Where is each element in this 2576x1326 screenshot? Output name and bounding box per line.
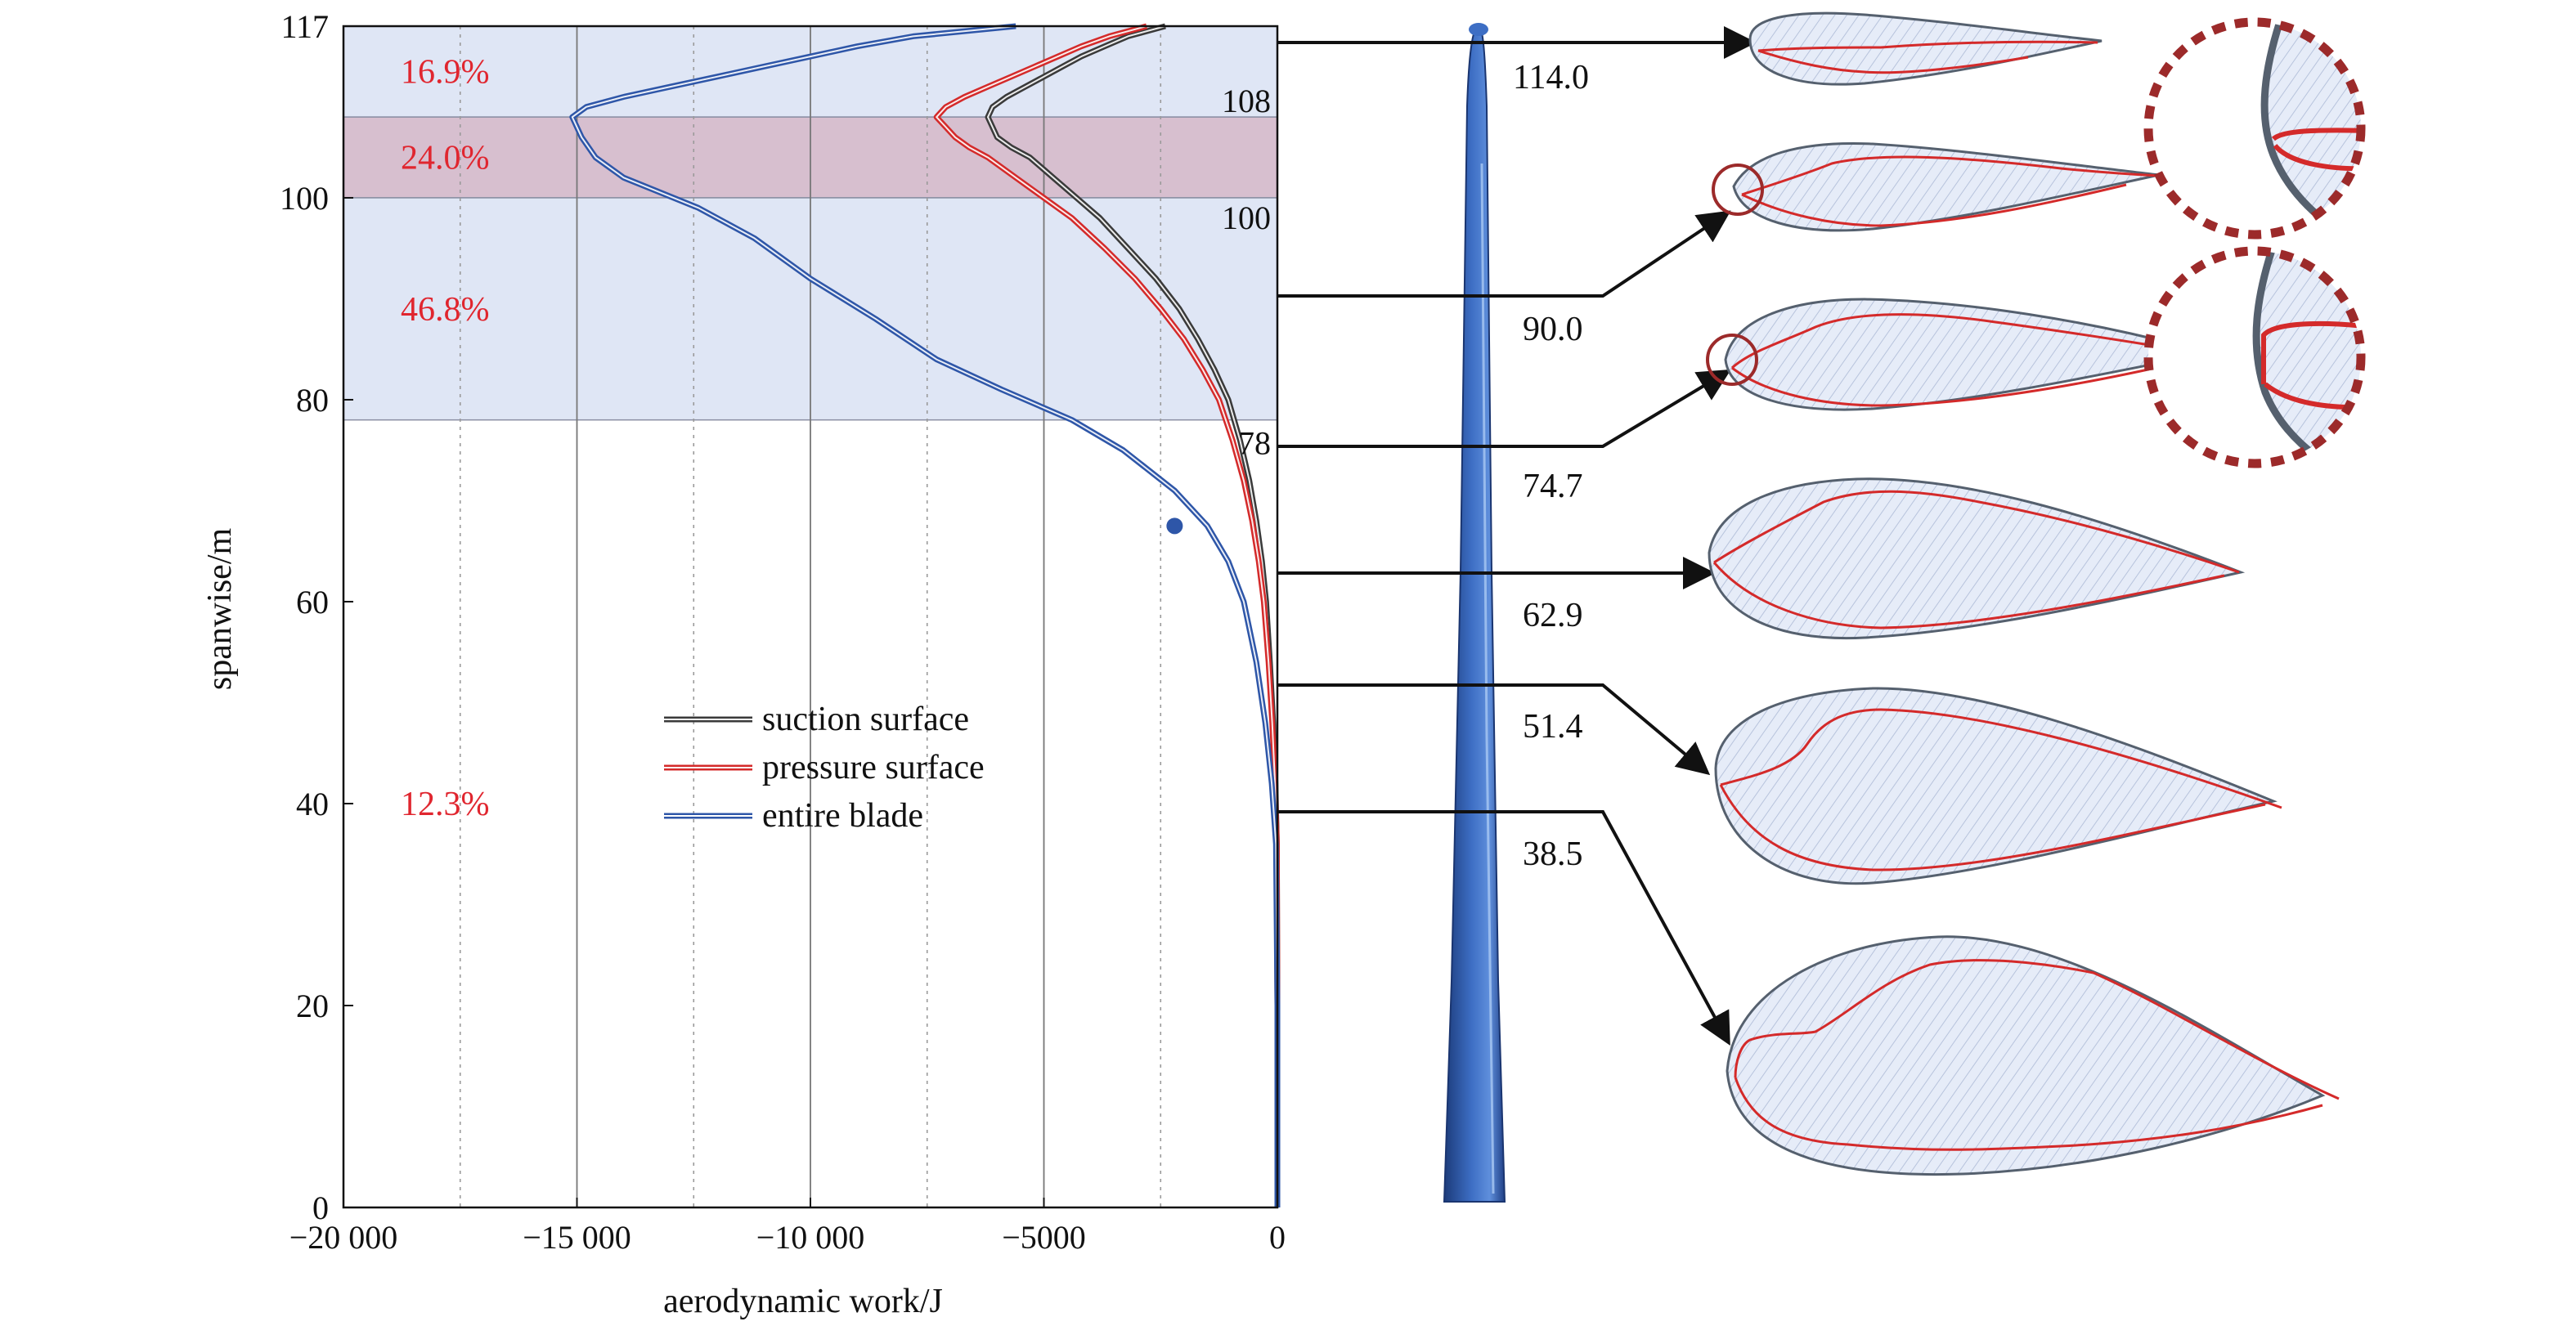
leading-edge-zoom-1 [2143,17,2366,240]
y-tick-label: 40 [296,786,329,822]
section-label-74-7: 74.7 [1523,468,1583,505]
leading-edge-focus-circle [1706,334,1758,386]
airfoil-original-outline [1726,935,2326,1176]
band-percent-label: 24.0% [401,140,490,177]
legend-item-entire-blade: entire blade [664,797,923,835]
airfoil-section-38-5 [1726,935,2340,1176]
band-boundary-labels: 108 100 78 [1222,83,1271,462]
legend-item-pressure-surface: pressure surface [664,749,985,786]
y-tick-label: 60 [296,584,329,620]
airfoil-deformed-outline [1741,155,2160,227]
y-axis-ticks: 0 20 40 60 80 100 117 [280,8,353,1226]
series-lines [569,23,1281,1207]
section-label-90: 90.0 [1523,311,1583,348]
legend-label-suction-surface: suction surface [762,701,969,738]
legend: suction surface pressure surface entire … [664,701,985,835]
airfoil-section-74-7 [1706,298,2209,411]
highlight-point-marker [1166,517,1183,535]
band-boundary-label: 108 [1222,83,1271,119]
airfoil-original-outline [1732,141,2160,232]
section-label-38-5: 38.5 [1523,835,1583,873]
aerodynamic-work-chart: −20 000 −15 000 −10 000 −5000 0 0 20 40 60 80 100… [201,8,1286,1320]
section-span-labels: 114.0 90.0 74.7 62.9 51.4 38.5 [1513,59,1589,873]
y-tick-label: 80 [296,382,329,419]
x-tick-label: −15 000 [523,1219,631,1256]
blade-highlight [1480,163,1495,1194]
band-percent-labels: 16.9% 24.0% 46.8% 12.3% [401,54,490,823]
leader-line-51-4 [1277,683,1711,776]
x-tick-label: 0 [1269,1219,1286,1256]
leader-line-74-7 [1277,369,1731,448]
airfoil-deformed-outline [1734,959,2340,1151]
airfoil-section-114 [1748,11,2103,86]
y-tick-label: 0 [312,1189,329,1226]
section-label-62-9: 62.9 [1523,597,1583,634]
x-axis-title: aerodynamic work/J [663,1283,943,1320]
y-tick-label: 117 [280,8,329,45]
legend-label-entire-blade: entire blade [762,797,923,835]
airfoil-deformed-outline [1730,313,2209,407]
series-line-inner-pressure-surface [936,25,1278,1207]
y-axis-title: spanwise/m [201,528,239,691]
blade-body [1443,23,1506,1203]
band-percent-label: 12.3% [401,786,490,823]
leader-line-90 [1277,210,1731,298]
blade-tip [1469,23,1488,36]
blade-illustration [1443,23,1506,1203]
section-label-51-4: 51.4 [1523,708,1583,746]
band-percent-label: 46.8% [401,291,490,329]
leading-edge-zoom-2 [2143,246,2366,468]
band-percent-label: 16.9% [401,54,490,92]
airfoil-original-outline [1724,298,2209,411]
x-tick-label: −10 000 [756,1219,865,1256]
airfoil-section-62-9 [1708,477,2246,640]
airfoil-sections [1706,11,2340,1176]
x-tick-label: −20 000 [289,1219,398,1256]
airfoil-deformed-outline [1719,708,2282,871]
x-axis-ticks: −20 000 −15 000 −10 000 −5000 0 [289,1198,1286,1256]
highlight-point [1166,517,1183,535]
band-boundary-label: 78 [1238,425,1271,462]
legend-item-suction-surface: suction surface [664,701,969,738]
y-tick-label: 100 [280,180,329,217]
gridlines [459,26,1162,1207]
zoom-circle-border [2143,17,2366,240]
airfoil-deformed-outline [1712,490,2240,629]
series-line-inner-entire-blade [571,25,1278,1207]
legend-label-pressure-surface: pressure surface [762,749,985,786]
airfoil-original-outline [1708,477,2246,640]
leading-edge-focus-circle [1712,164,1764,216]
band-boundary-label: 100 [1222,199,1271,236]
x-tick-label: −5000 [1002,1219,1086,1256]
airfoil-original-outline [1748,11,2103,86]
section-leader-lines [1277,26,1757,1046]
section-label-114: 114.0 [1513,59,1589,96]
airfoil-section-51-4 [1714,687,2282,885]
airfoil-original-outline [1714,687,2278,885]
leader-line-38-5 [1277,810,1730,1046]
airfoil-deformed-outline [1757,40,2098,74]
airfoil-section-90 [1712,141,2160,232]
y-tick-label: 20 [296,988,329,1024]
zoom-circle-border [2143,246,2366,468]
